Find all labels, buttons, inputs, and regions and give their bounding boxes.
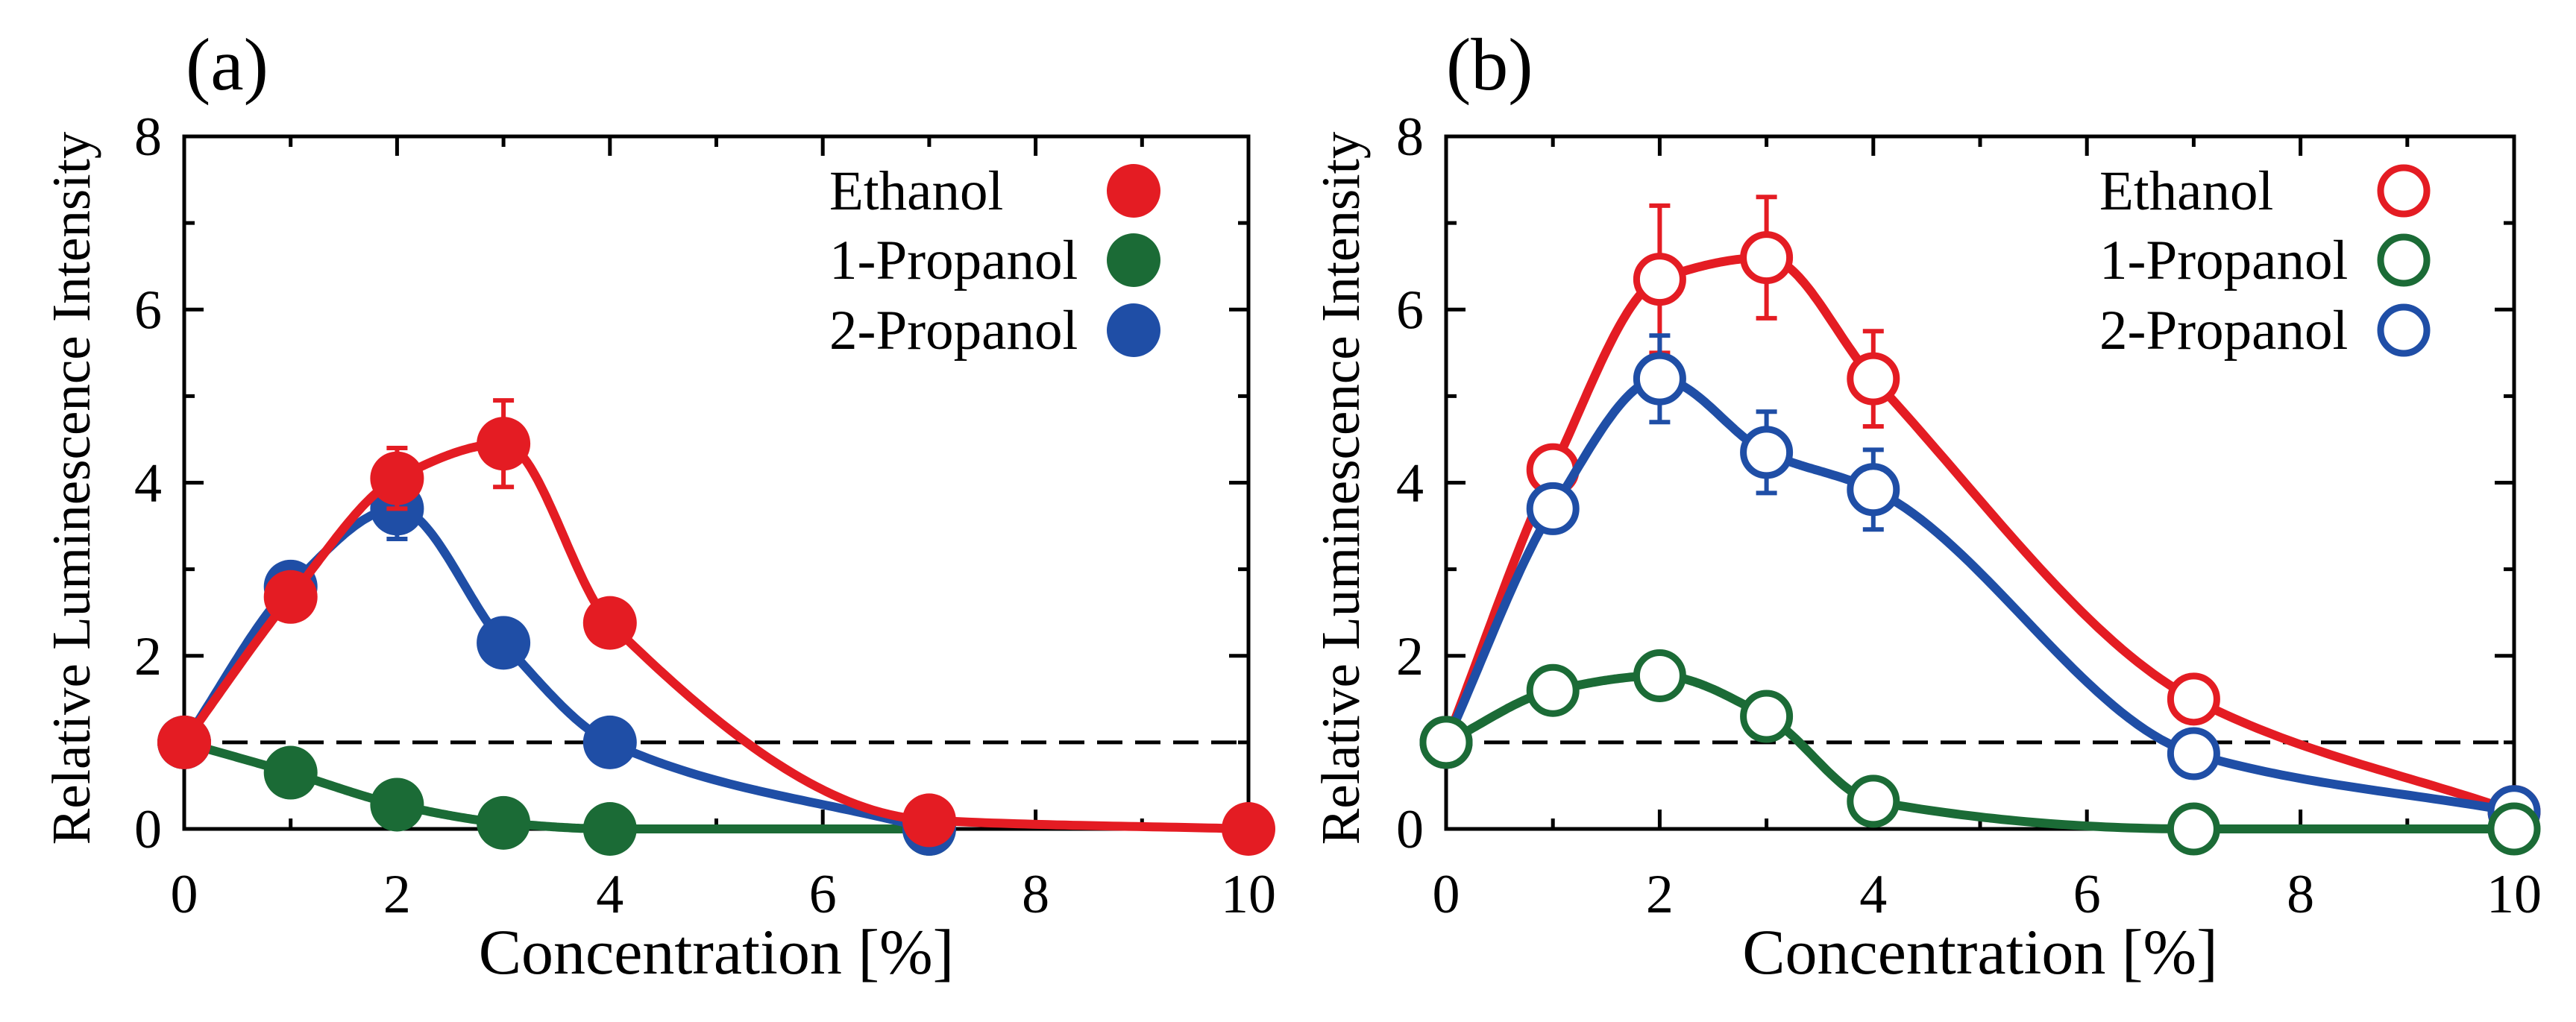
panel-b-ethanol-series — [1419, 195, 2541, 839]
panel-a-legend-label-1-propanol: 1-Propanol — [829, 230, 1078, 291]
panel-a-label: (a) — [186, 23, 268, 106]
panel-a-x-tick-label: 0 — [171, 864, 198, 925]
panel-a-x-axis-label: Concentration [%] — [479, 916, 955, 988]
panel-a-2-propanol-point — [477, 616, 531, 670]
panel-b-legend-marker-2-propanol — [2377, 303, 2431, 357]
panel-b-legend-entry-1-propanol: 1-Propanol — [2099, 230, 2431, 291]
panel-a-x-tick-label: 10 — [1221, 864, 1276, 925]
panel-a-legend-label-2-propanol: 2-Propanol — [829, 300, 1078, 362]
panel-a-legend-marker-2-propanol — [1107, 303, 1160, 357]
panel-a-tick-labels: 0 2 4 6 8 10 0 2 4 6 8 — [134, 107, 1276, 925]
panel-b-y-tick-label: 4 — [1396, 453, 1424, 514]
panel-b-2-propanol-point — [1847, 463, 1900, 517]
panel-b-1-propanol-point — [1847, 775, 1900, 828]
panel-a-y-tick-label: 4 — [134, 453, 162, 514]
panel-b-x-tick-label: 2 — [1646, 864, 1674, 925]
panel-b-legend-label-2-propanol: 2-Propanol — [2099, 300, 2348, 362]
panel-a-series-layer — [157, 398, 1275, 856]
panel-b-x-tick-label: 6 — [2073, 864, 2101, 925]
panel-a-legend-entry-1-propanol: 1-Propanol — [829, 230, 1160, 291]
panel-b-ethanol-point — [1633, 253, 1686, 306]
panel-a-legend-marker-ethanol — [1107, 164, 1160, 218]
panel-a-legend-label-ethanol: Ethanol — [829, 160, 1003, 222]
panel-a-1-propanol-point — [370, 777, 424, 832]
panel-a-y-tick-label: 2 — [134, 626, 162, 687]
panel-b-2-propanol-point — [1740, 426, 1794, 479]
panel-a-legend: Ethanol 1-Propanol 2-Propanol — [829, 160, 1160, 362]
panel-b: (b) 0 2 4 6 8 10 0 2 4 6 8 Concentration [%] Relative… — [1310, 23, 2542, 988]
panel-a-ethanol-point — [370, 451, 424, 505]
panel-b-y-axis-label: Relative Luminescence Intensity — [1310, 131, 1371, 845]
panel-b-legend-marker-ethanol — [2377, 164, 2431, 218]
panel-b-1-propanol-point — [2167, 802, 2220, 856]
panel-a-y-tick-label: 8 — [134, 107, 162, 168]
panel-a-ethanol-series — [157, 398, 1275, 856]
panel-b-legend-label-ethanol: Ethanol — [2099, 160, 2273, 222]
panel-b-legend-entry-2-propanol: 2-Propanol — [2099, 300, 2431, 362]
panel-b-legend-label-1-propanol: 1-Propanol — [2099, 230, 2348, 291]
panel-a-legend-entry-ethanol: Ethanol — [829, 160, 1160, 222]
panel-a-x-tick-label: 4 — [596, 864, 623, 925]
panel-a-ethanol-point — [582, 596, 637, 650]
panel-b-ethanol-point — [2167, 672, 2220, 726]
panel-a-legend-entry-2-propanol: 2-Propanol — [829, 300, 1160, 362]
panel-a-1-propanol-point — [263, 745, 318, 800]
panel-a-y-axis-label: Relative Luminescence Intensity — [41, 131, 101, 845]
panel-b-1-propanol-point — [1740, 690, 1794, 743]
panel-a: (a) 0 2 4 6 8 10 0 2 4 6 8 Concentration [%] Relative… — [41, 23, 1276, 988]
panel-b-tick-labels: 0 2 4 6 8 10 0 2 4 6 8 — [1396, 107, 2542, 925]
panel-a-2-propanol-point — [582, 715, 637, 769]
panel-b-x-tick-label: 10 — [2487, 864, 2542, 925]
panel-b-y-tick-label: 2 — [1396, 626, 1424, 687]
panel-b-y-tick-label: 8 — [1396, 107, 1424, 168]
panel-b-x-tick-label: 8 — [2287, 864, 2314, 925]
panel-a-1-propanol-point — [582, 802, 637, 856]
panel-b-legend: Ethanol 1-Propanol 2-Propanol — [2099, 160, 2431, 362]
panel-a-ethanol-point — [1222, 802, 1275, 856]
panel-b-1-propanol-point — [1526, 663, 1580, 717]
panel-b-x-tick-label: 0 — [1433, 864, 1460, 925]
panel-a-x-tick-label: 6 — [809, 864, 837, 925]
panel-a-x-tick-label: 8 — [1022, 864, 1049, 925]
panel-b-1-propanol-point — [1419, 716, 1473, 769]
panel-b-legend-entry-ethanol: Ethanol — [2099, 160, 2431, 222]
panel-b-label: (b) — [1446, 23, 1533, 106]
panel-b-1-propanol-series — [1419, 649, 2541, 856]
panel-b-x-tick-label: 4 — [1859, 864, 1887, 925]
panel-b-ethanol-point — [1847, 352, 1900, 406]
panel-a-x-tick-label: 2 — [383, 864, 411, 925]
panel-a-legend-marker-1-propanol — [1107, 233, 1160, 287]
panel-b-y-tick-label: 6 — [1396, 280, 1424, 341]
panel-b-legend-marker-1-propanol — [2377, 233, 2431, 287]
panel-a-ethanol-point — [157, 715, 211, 769]
panel-b-1-propanol-point — [2487, 802, 2541, 856]
panel-b-1-propanol-point — [1633, 649, 1686, 702]
panel-a-ethanol-point — [902, 793, 956, 848]
panel-b-ethanol-point — [1740, 231, 1794, 285]
panel-b-2-propanol-point — [1526, 482, 1580, 535]
panel-a-ethanol-point — [263, 570, 318, 624]
panel-b-x-axis-label: Concentration [%] — [1742, 916, 2218, 988]
panel-b-series-layer — [1419, 195, 2541, 856]
panel-b-y-tick-label: 0 — [1396, 799, 1424, 860]
panel-a-ethanol-point — [477, 417, 531, 471]
panel-b-2-propanol-point — [2167, 727, 2220, 780]
panel-a-1-propanol-point — [477, 795, 531, 850]
panel-a-y-tick-label: 6 — [134, 280, 162, 341]
panel-a-y-tick-label: 0 — [134, 799, 162, 860]
panel-b-2-propanol-point — [1633, 352, 1686, 406]
